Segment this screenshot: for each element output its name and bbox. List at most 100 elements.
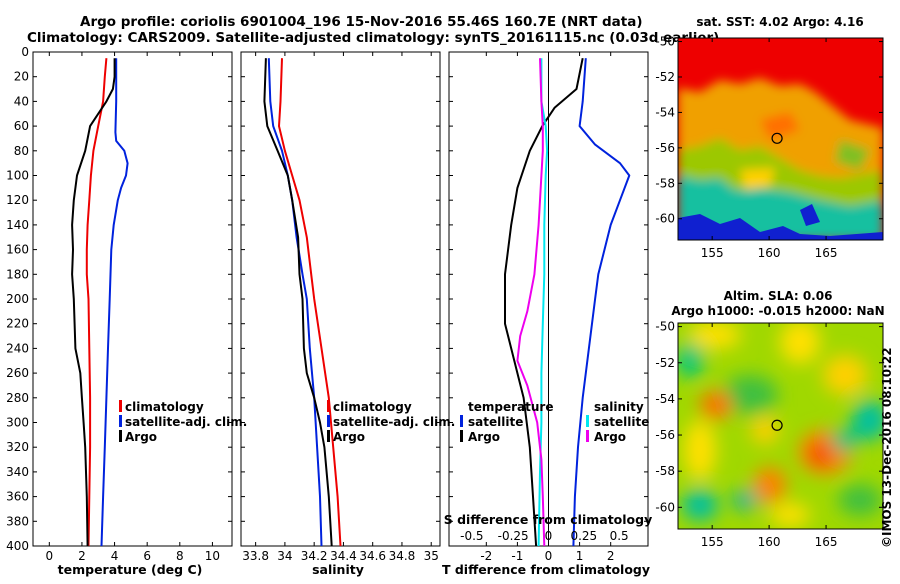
diff-legend-t-argo: Argo <box>468 430 500 444</box>
series-line-satellite-adj-clim- <box>267 58 323 547</box>
temperature-legend-argo: Argo <box>125 430 157 444</box>
temperature-legend-satellite: satellite-adj. clim. <box>125 415 247 429</box>
legend-swatch-t-satellite <box>460 415 463 427</box>
sla-argo-location-marker <box>771 419 783 431</box>
salinity-plot-frame <box>240 51 441 547</box>
legend-swatch-argo <box>119 430 122 442</box>
sla-map-frame <box>677 322 884 530</box>
map-y-tick-label: -50 <box>655 35 675 49</box>
map-x-tick-label: 160 <box>758 246 781 260</box>
series-line-t-argo <box>504 58 584 547</box>
diff-legend-t-satellite: satellite <box>468 415 523 429</box>
legend-swatch-argo <box>327 430 330 442</box>
map-x-tick-label: 160 <box>758 535 781 549</box>
x-tick-label: 2 <box>607 549 615 563</box>
sst-map: sat. SST: 4.02 Argo: 4.16 155 160 165 -50 -5… <box>655 15 884 260</box>
s-tick-label: -0.25 <box>498 529 529 543</box>
map-y-tick-label: -56 <box>655 141 675 155</box>
x-tick-label: 0 <box>545 549 553 563</box>
y-tick-label: 120 <box>6 193 29 207</box>
s-tick-label: 0 <box>545 529 553 543</box>
map-y-tick-label: -52 <box>655 356 675 370</box>
y-tick-label: 180 <box>6 267 29 281</box>
diff-legend-s-satellite: satellite <box>594 415 649 429</box>
x-tick-label: 34 <box>277 549 292 563</box>
sla-map: Altim. SLA: 0.06 Argo h1000: -0.015 h200… <box>655 289 884 549</box>
salinity-legend: climatology satellite-adj. clim. Argo <box>327 400 455 444</box>
legend-swatch-climatology <box>119 400 122 412</box>
y-tick-label: 380 <box>6 514 29 528</box>
y-tick-label: 260 <box>6 366 29 380</box>
legend-swatch-satellite <box>119 415 122 427</box>
x-tick-label: 34.8 <box>389 549 416 563</box>
legend-swatch-s-argo <box>586 430 589 442</box>
temperature-legend: climatology satellite-adj. clim. Argo <box>119 400 247 444</box>
legend-swatch-climatology <box>327 400 330 412</box>
x-tick-label: 8 <box>176 549 184 563</box>
series-line-s-argo <box>516 58 546 547</box>
series-line-satellite-adj-clim- <box>100 58 129 547</box>
difference-legend: temperature satellite Argo salinity sate… <box>460 400 649 444</box>
y-tick-label: 280 <box>6 391 29 405</box>
y-tick-label: 200 <box>6 292 29 306</box>
map-y-tick-label: -60 <box>655 212 675 226</box>
title-line-2: Climatology: CARS2009. Satellite-adjuste… <box>27 30 719 46</box>
x-tick-label: 34.6 <box>359 549 386 563</box>
salinity-legend-climatology: climatology <box>333 400 412 414</box>
sst-map-image <box>678 38 883 240</box>
x-tick-label: -1 <box>511 549 523 563</box>
y-tick-label: 80 <box>14 144 29 158</box>
x-tick-label: 10 <box>205 549 220 563</box>
series-line-argo <box>263 58 333 547</box>
difference-xlabel: T difference from climatology <box>442 562 650 577</box>
temperature-panel: 0204060801001201401601802002202402602803… <box>6 45 247 577</box>
map-y-tick-label: -60 <box>655 500 675 514</box>
sst-map-title: sat. SST: 4.02 Argo: 4.16 <box>696 15 863 29</box>
y-tick-label: 340 <box>6 465 29 479</box>
s-tick-label: 0.5 <box>610 529 629 543</box>
y-tick-label: 300 <box>6 416 29 430</box>
legend-swatch-s-satellite <box>586 415 589 427</box>
y-tick-label: 160 <box>6 243 29 257</box>
salinity-legend-satellite: satellite-adj. clim. <box>333 415 455 429</box>
temperature-legend-climatology: climatology <box>125 400 204 414</box>
y-tick-label: 400 <box>6 539 29 553</box>
sla-map-title-2: Argo h1000: -0.015 h2000: NaN <box>671 304 884 318</box>
x-tick-label: 35 <box>424 549 439 563</box>
s-tick-label: -0.5 <box>460 529 483 543</box>
x-tick-label: 33.8 <box>242 549 269 563</box>
map-y-tick-label: -58 <box>655 464 675 478</box>
diff-legend-temperature-title: temperature <box>468 400 553 414</box>
sla-map-image <box>678 323 883 529</box>
y-tick-label: 240 <box>6 341 29 355</box>
y-tick-label: 20 <box>14 70 29 84</box>
temperature-xlabel: temperature (deg C) <box>58 562 203 577</box>
map-x-tick-label: 165 <box>815 535 838 549</box>
title-line-1: Argo profile: coriolis 6901004_196 15-No… <box>80 14 643 30</box>
map-y-tick-label: -52 <box>655 70 675 84</box>
map-y-tick-label: -50 <box>655 320 675 334</box>
s-tick-label: 0.25 <box>570 529 597 543</box>
credit-label: ©IMOS 13-Dec-2016 08:10:22 <box>880 347 894 548</box>
salinity-xlabel: salinity <box>312 562 364 577</box>
diff-legend-salinity-title: salinity <box>594 400 644 414</box>
y-tick-label: 60 <box>14 119 29 133</box>
y-tick-label: 40 <box>14 94 29 108</box>
y-tick-label: 0 <box>21 45 29 59</box>
salinity-legend-argo: Argo <box>333 430 365 444</box>
y-tick-label: 220 <box>6 317 29 331</box>
x-tick-label: 4 <box>111 549 119 563</box>
series-line-t-satellite <box>572 58 631 547</box>
legend-swatch-t-argo <box>460 430 463 442</box>
sst-map-frame <box>677 37 884 241</box>
salinity-panel: 33.8 34 34.2 34.4 34.6 34.8 35 salinity climat… <box>240 51 455 577</box>
y-tick-label: 100 <box>6 169 29 183</box>
difference-panel: -2 -1 0 1 2 -0.5 -0.25 0 0.25 0.5 T difference fr… <box>442 51 652 577</box>
map-y-tick-label: -54 <box>655 392 675 406</box>
x-tick-label: 34.2 <box>301 549 328 563</box>
x-tick-label: 1 <box>576 549 584 563</box>
x-tick-label: 6 <box>143 549 151 563</box>
map-x-tick-label: 155 <box>701 535 724 549</box>
map-y-tick-label: -54 <box>655 105 675 119</box>
